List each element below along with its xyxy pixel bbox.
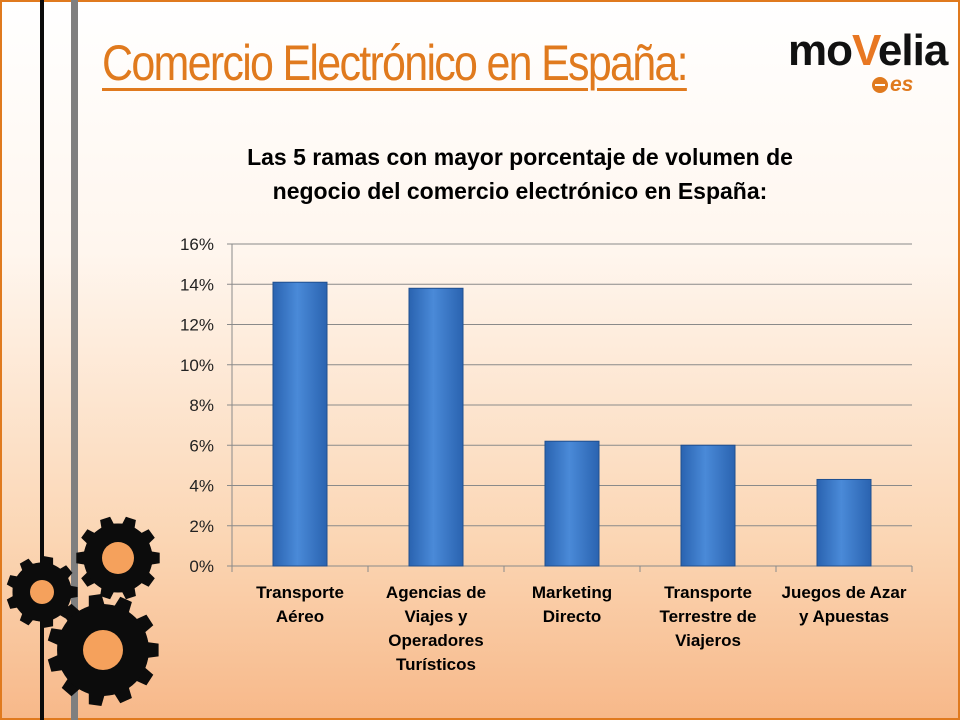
logo-wordmark: moVelia — [788, 26, 948, 75]
logo-suffix: es — [890, 73, 914, 96]
x-tick-label: Transporte — [664, 583, 752, 602]
y-tick-label: 4% — [189, 477, 214, 496]
x-tick-label: Agencias de — [386, 583, 486, 602]
y-tick-label: 12% — [180, 316, 214, 335]
bar — [816, 478, 872, 567]
chart-title: Las 5 ramas con mayor porcentaje de volu… — [210, 140, 830, 208]
slide-title: Comercio Electrónico en España: — [102, 35, 689, 91]
movelia-logo: moVelia es — [788, 26, 948, 96]
bar — [544, 440, 600, 567]
gear-icon — [76, 516, 160, 600]
x-tick-label: y Apuestas — [799, 607, 889, 626]
x-tick-label: Aéreo — [276, 607, 324, 626]
x-tick-label: Terrestre de — [659, 607, 756, 626]
x-tick-label: Operadores — [388, 631, 483, 650]
x-tick-label: Juegos de Azar — [781, 583, 906, 602]
logo-es-mark-icon — [872, 77, 888, 93]
x-tick-label: Viajeros — [675, 631, 741, 650]
bar — [408, 287, 464, 567]
y-tick-label: 2% — [189, 517, 214, 536]
gear-icon — [6, 556, 78, 628]
bar — [680, 444, 736, 567]
x-tick-label: Marketing — [532, 583, 612, 602]
x-tick-label: Viajes y — [404, 607, 468, 626]
decorative-gray-line — [71, 0, 78, 720]
y-tick-label: 14% — [180, 275, 214, 294]
chart-title-line-1: Las 5 ramas con mayor porcentaje de volu… — [247, 144, 793, 170]
y-tick-label: 8% — [189, 396, 214, 415]
x-tick-label: Directo — [543, 607, 602, 626]
bar — [272, 281, 328, 567]
y-tick-label: 16% — [180, 235, 214, 254]
gears-decoration — [6, 516, 160, 706]
decorative-black-line — [40, 0, 44, 720]
gear-icon — [47, 594, 159, 706]
chart-title-line-2: negocio del comercio electrónico en Espa… — [272, 178, 768, 204]
y-tick-label: 6% — [189, 436, 214, 455]
y-tick-label: 10% — [180, 356, 214, 375]
x-tick-label: Turísticos — [396, 655, 476, 674]
y-tick-label: 0% — [189, 557, 214, 576]
x-tick-label: Transporte — [256, 583, 344, 602]
